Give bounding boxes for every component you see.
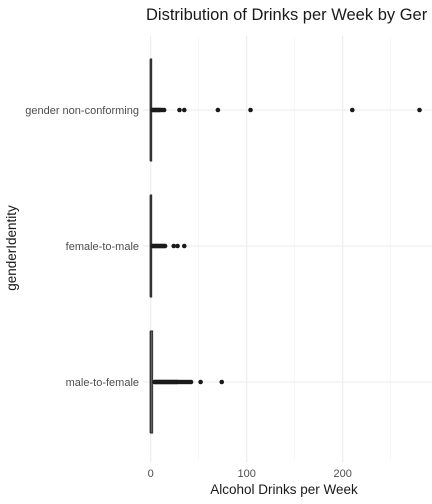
outlier-point bbox=[181, 107, 187, 113]
outlier-point bbox=[417, 107, 422, 113]
outlier-point bbox=[198, 379, 203, 385]
outlier-point bbox=[248, 107, 253, 113]
outlier-point bbox=[161, 107, 167, 113]
outlier-point bbox=[175, 243, 180, 249]
x-tick-label: 100 bbox=[238, 468, 256, 480]
outlier-point bbox=[171, 243, 177, 249]
outlier-point bbox=[188, 379, 194, 385]
outlier-point bbox=[215, 107, 221, 113]
outlier-point bbox=[181, 243, 187, 249]
x-axis-title: Alcohol Drinks per Week bbox=[210, 482, 358, 497]
outlier-point bbox=[162, 243, 168, 249]
x-tick-label: 0 bbox=[148, 468, 154, 480]
y-tick-label: gender non-conforming bbox=[25, 105, 139, 117]
tick-layer: 0 100 200 male-to-female female-to-male gende… bbox=[25, 105, 352, 480]
outlier-point bbox=[177, 107, 182, 113]
outlier-point bbox=[219, 379, 225, 385]
y-tick-label: female-to-male bbox=[66, 241, 139, 253]
y-tick-label: male-to-female bbox=[66, 377, 139, 389]
outlier-layer bbox=[150, 107, 422, 385]
x-tick-label: 200 bbox=[334, 468, 352, 480]
y-axis-title: genderIdentity bbox=[4, 205, 19, 291]
outlier-point bbox=[350, 107, 355, 113]
chart-title: Distribution of Drinks per Week by Ger bbox=[146, 6, 428, 24]
grid-layer bbox=[143, 36, 432, 462]
